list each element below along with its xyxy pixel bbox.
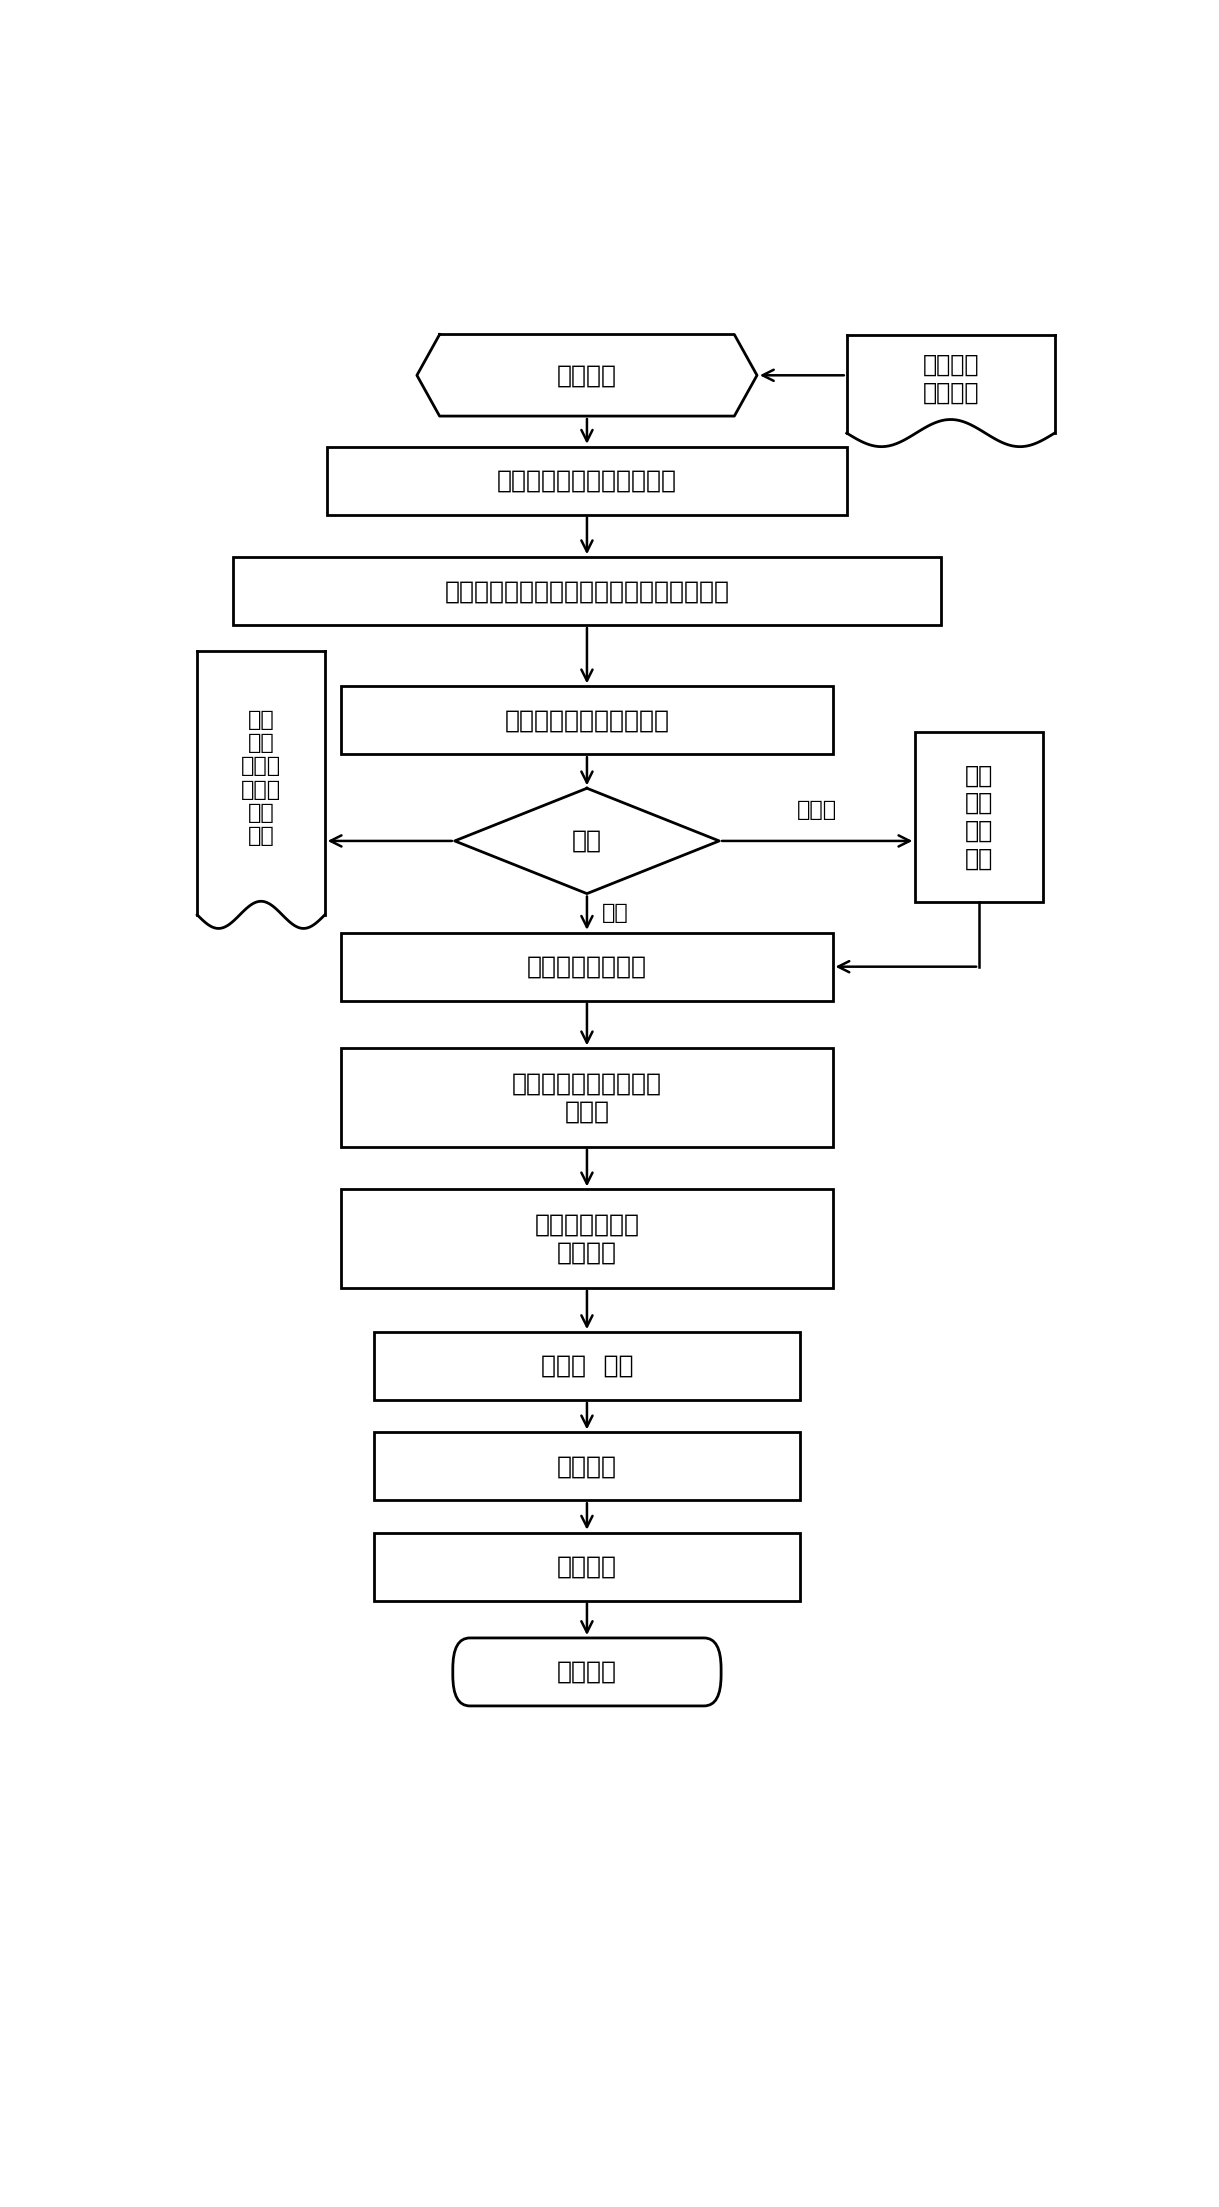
Text: 浇筑弧形梁圆柱节点处
混凝土: 浇筑弧形梁圆柱节点处 混凝土 (512, 1073, 662, 1123)
Bar (341, 1048, 833, 1148)
Text: 工序结束: 工序结束 (557, 1660, 617, 1684)
Bar (341, 934, 833, 1000)
Text: 不符合: 不符合 (797, 801, 837, 821)
Bar (341, 1190, 833, 1289)
Bar (374, 1432, 800, 1501)
Bar (374, 1532, 800, 1600)
Bar (233, 556, 941, 625)
Bar (915, 733, 1042, 903)
Text: 支设梁两侧模板、组装卡具连接节点处模板: 支设梁两侧模板、组装卡具连接节点处模板 (445, 578, 729, 603)
Text: 支设梁底模、钢筋绑扎验收: 支设梁底模、钢筋绑扎验收 (497, 468, 677, 492)
Text: 施工准备: 施工准备 (557, 364, 617, 386)
Text: 符合: 符合 (602, 903, 629, 923)
Text: 检查: 检查 (572, 830, 602, 852)
Bar (327, 446, 847, 514)
Text: 浇筑弧形梁混凝土: 浇筑弧形梁混凝土 (527, 956, 647, 978)
Text: 不符
合处
置及
复验: 不符 合处 置及 复验 (965, 764, 993, 872)
Text: 成品保护: 成品保护 (557, 1554, 617, 1578)
Text: 锁紧螺杆、固定节点卡具: 锁紧螺杆、固定节点卡具 (505, 708, 669, 733)
Bar (374, 1333, 800, 1399)
Text: 检查
模板
垂直度
节点处
密封
记录: 检查 模板 垂直度 节点处 密封 记录 (241, 711, 282, 845)
Text: 模板拆除: 模板拆除 (557, 1454, 617, 1479)
Bar (341, 686, 833, 755)
Text: 梁柱节点混凝土
二次振捣: 梁柱节点混凝土 二次振捣 (534, 1212, 640, 1265)
Text: 混凝土  养护: 混凝土 养护 (541, 1355, 633, 1377)
Text: 技术质量
安全交底: 技术质量 安全交底 (923, 353, 979, 404)
